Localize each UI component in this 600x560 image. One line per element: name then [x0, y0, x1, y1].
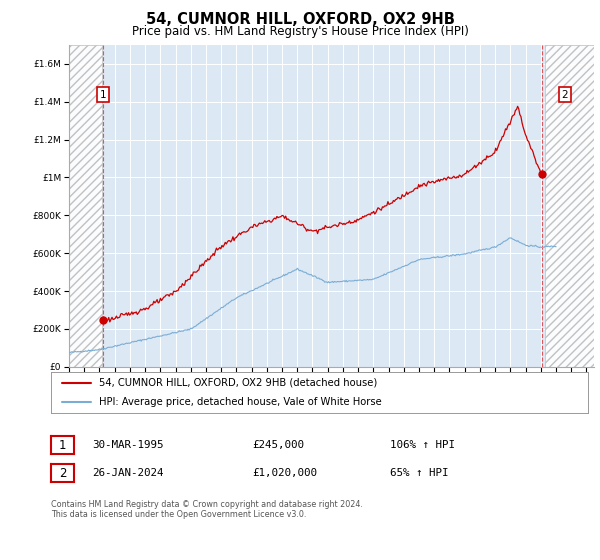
Text: 1: 1: [59, 438, 66, 452]
Text: 30-MAR-1995: 30-MAR-1995: [92, 440, 163, 450]
Text: 65% ↑ HPI: 65% ↑ HPI: [390, 468, 449, 478]
Text: 26-JAN-2024: 26-JAN-2024: [92, 468, 163, 478]
Text: £245,000: £245,000: [252, 440, 304, 450]
Text: Price paid vs. HM Land Registry's House Price Index (HPI): Price paid vs. HM Land Registry's House …: [131, 25, 469, 38]
Text: 1: 1: [100, 90, 107, 100]
Text: 2: 2: [59, 466, 66, 480]
Text: 54, CUMNOR HILL, OXFORD, OX2 9HB: 54, CUMNOR HILL, OXFORD, OX2 9HB: [146, 12, 454, 27]
Text: £1,020,000: £1,020,000: [252, 468, 317, 478]
Bar: [545, 45, 594, 367]
Text: HPI: Average price, detached house, Vale of White Horse: HPI: Average price, detached house, Vale…: [100, 396, 382, 407]
Text: 106% ↑ HPI: 106% ↑ HPI: [390, 440, 455, 450]
Text: Contains HM Land Registry data © Crown copyright and database right 2024.
This d: Contains HM Land Registry data © Crown c…: [51, 500, 363, 519]
Bar: [69, 45, 103, 367]
Text: 54, CUMNOR HILL, OXFORD, OX2 9HB (detached house): 54, CUMNOR HILL, OXFORD, OX2 9HB (detach…: [100, 378, 377, 388]
Text: 2: 2: [562, 90, 568, 100]
